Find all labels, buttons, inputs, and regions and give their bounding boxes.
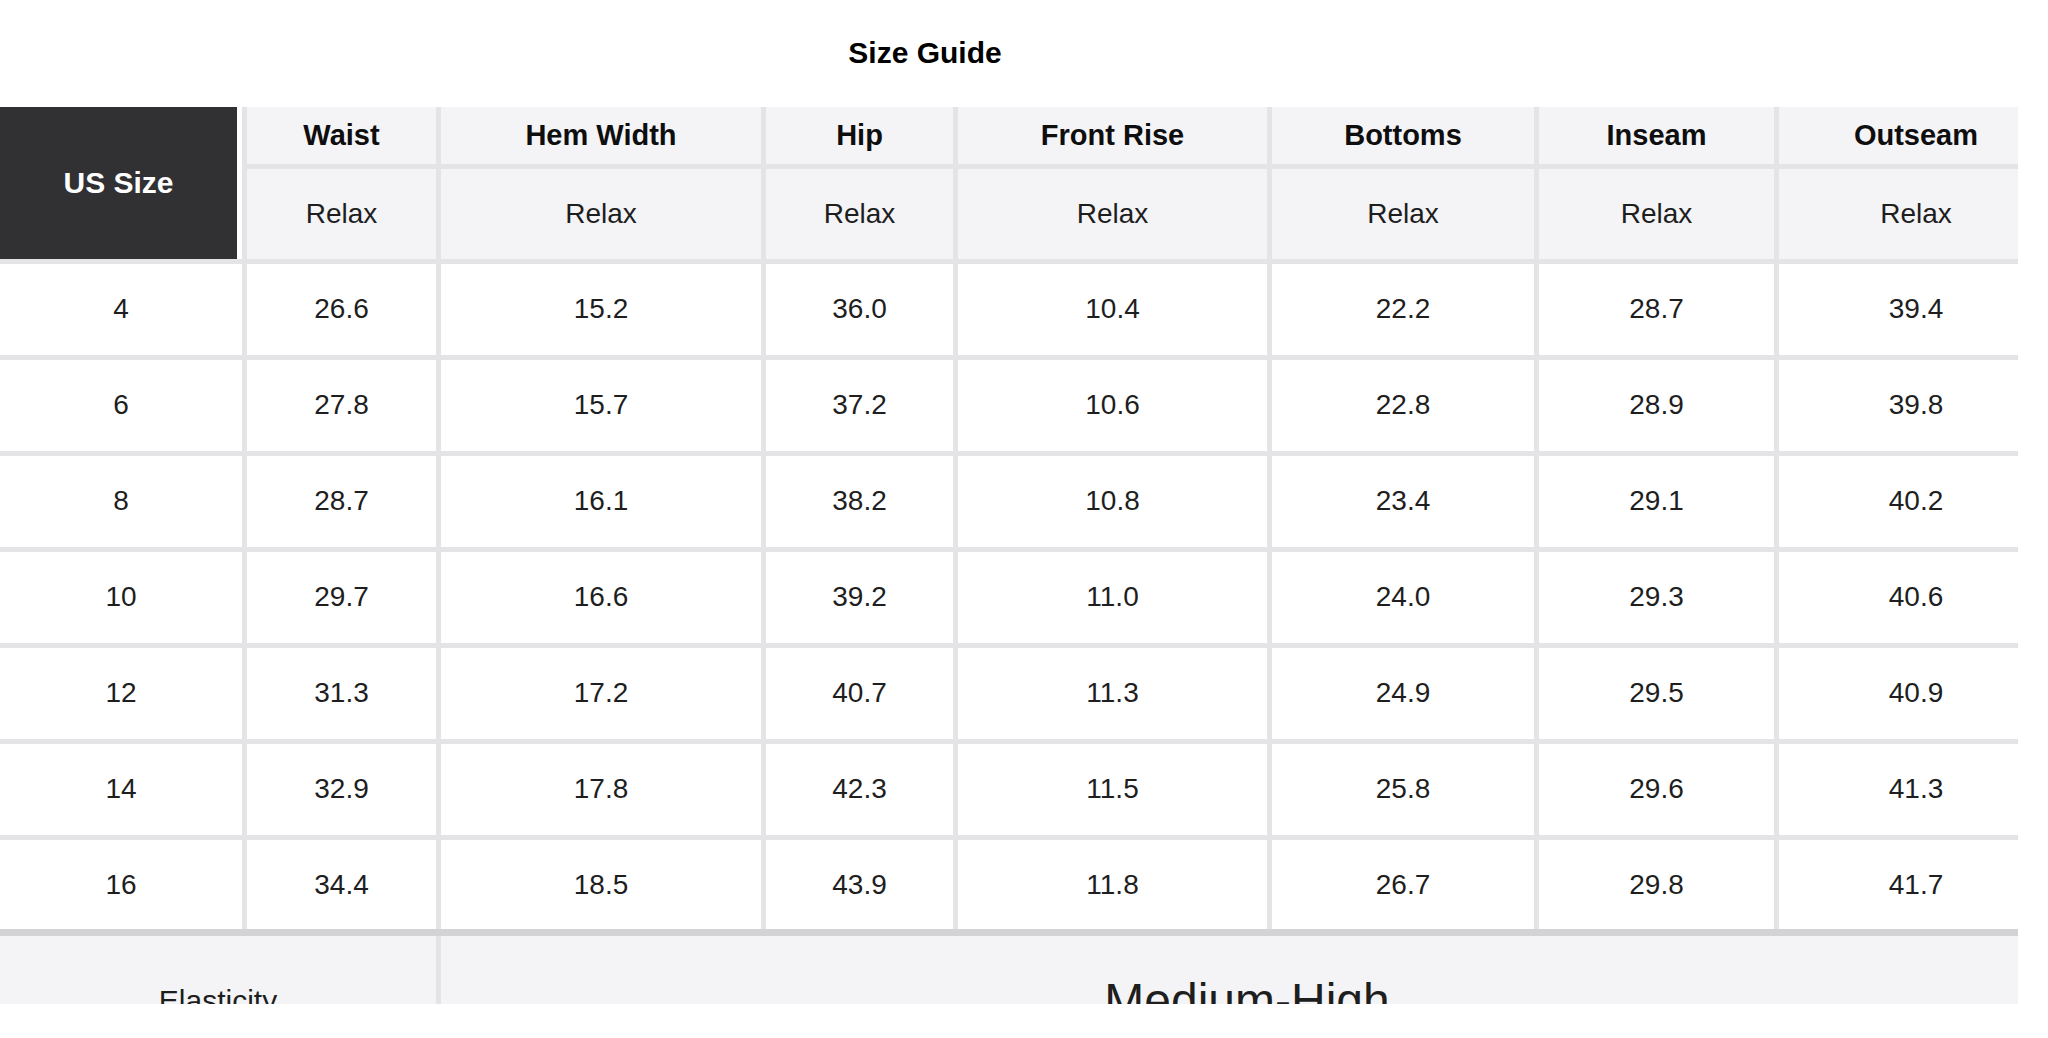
- measurement-cell: 29.7: [247, 552, 436, 643]
- measurement-cell: 29.8: [1539, 840, 1774, 931]
- fit-cell-front-rise: Relax: [958, 169, 1267, 259]
- measurement-cell: 31.3: [247, 648, 436, 739]
- us-size-cell: 12: [0, 648, 242, 739]
- column-header-inseam: Inseam: [1539, 107, 1774, 164]
- us-size-cell: 10: [0, 552, 242, 643]
- footer-separator: [0, 929, 2018, 936]
- measurement-cell: 29.1: [1539, 456, 1774, 547]
- size-guide-page: Size Guide US SizeWaistHem WidthHipFront…: [0, 0, 2048, 1038]
- size-guide-title: Size Guide: [0, 22, 1850, 84]
- fit-cell-outseam: Relax: [1779, 169, 2018, 259]
- measurement-cell: 11.3: [958, 648, 1267, 739]
- measurement-cell: 38.2: [766, 456, 953, 547]
- measurement-cell: 27.8: [247, 360, 436, 451]
- measurement-cell: 23.4: [1272, 456, 1534, 547]
- column-header-outseam: Outseam: [1779, 107, 2018, 164]
- measurement-cell: 10.6: [958, 360, 1267, 451]
- measurement-cell: 40.7: [766, 648, 953, 739]
- measurement-cell: 39.8: [1779, 360, 2018, 451]
- measurement-cell: 28.7: [1539, 264, 1774, 355]
- fit-cell-inseam: Relax: [1539, 169, 1774, 259]
- measurement-cell: 39.2: [766, 552, 953, 643]
- measurement-cell: 10.4: [958, 264, 1267, 355]
- measurement-cell: 16.1: [441, 456, 761, 547]
- measurement-cell: 32.9: [247, 744, 436, 835]
- measurement-cell: 15.2: [441, 264, 761, 355]
- fit-cell-bottoms: Relax: [1272, 169, 1534, 259]
- measurement-cell: 22.8: [1272, 360, 1534, 451]
- measurement-cell: 11.0: [958, 552, 1267, 643]
- elasticity-value: Medium-High: [441, 936, 2018, 1004]
- column-header-waist: Waist: [247, 107, 436, 164]
- measurement-cell: 37.2: [766, 360, 953, 451]
- measurement-cell: 42.3: [766, 744, 953, 835]
- fit-cell-waist: Relax: [247, 169, 436, 259]
- column-header-bottoms: Bottoms: [1272, 107, 1534, 164]
- size-guide-table: US SizeWaistHem WidthHipFront RiseBottom…: [0, 107, 2018, 1004]
- column-header-hem-width: Hem Width: [441, 107, 761, 164]
- column-header-hip: Hip: [766, 107, 953, 164]
- measurement-cell: 17.2: [441, 648, 761, 739]
- measurement-cell: 29.5: [1539, 648, 1774, 739]
- measurement-cell: 39.4: [1779, 264, 2018, 355]
- measurement-cell: 25.8: [1272, 744, 1534, 835]
- measurement-cell: 40.9: [1779, 648, 2018, 739]
- measurement-cell: 28.9: [1539, 360, 1774, 451]
- us-size-corner-header: US Size: [0, 107, 242, 259]
- measurement-cell: 36.0: [766, 264, 953, 355]
- measurement-cell: 11.5: [958, 744, 1267, 835]
- measurement-cell: 29.6: [1539, 744, 1774, 835]
- us-size-cell: 6: [0, 360, 242, 451]
- measurement-cell: 43.9: [766, 840, 953, 931]
- us-size-cell: 4: [0, 264, 242, 355]
- measurement-cell: 22.2: [1272, 264, 1534, 355]
- column-header-front-rise: Front Rise: [958, 107, 1267, 164]
- measurement-cell: 34.4: [247, 840, 436, 931]
- measurement-cell: 26.7: [1272, 840, 1534, 931]
- measurement-cell: 24.0: [1272, 552, 1534, 643]
- measurement-cell: 11.8: [958, 840, 1267, 931]
- measurement-cell: 17.8: [441, 744, 761, 835]
- measurement-cell: 28.7: [247, 456, 436, 547]
- table-viewport: US SizeWaistHem WidthHipFront RiseBottom…: [0, 107, 2018, 1004]
- fit-cell-hem-width: Relax: [441, 169, 761, 259]
- fit-cell-hip: Relax: [766, 169, 953, 259]
- measurement-cell: 10.8: [958, 456, 1267, 547]
- measurement-cell: 18.5: [441, 840, 761, 931]
- us-size-cell: 16: [0, 840, 242, 931]
- measurement-cell: 24.9: [1272, 648, 1534, 739]
- measurement-cell: 29.3: [1539, 552, 1774, 643]
- us-size-cell: 8: [0, 456, 242, 547]
- measurement-cell: 41.7: [1779, 840, 2018, 931]
- measurement-cell: 40.6: [1779, 552, 2018, 643]
- measurement-cell: 16.6: [441, 552, 761, 643]
- measurement-cell: 40.2: [1779, 456, 2018, 547]
- measurement-cell: 26.6: [247, 264, 436, 355]
- measurement-cell: 41.3: [1779, 744, 2018, 835]
- us-size-cell: 14: [0, 744, 242, 835]
- elasticity-label: Elasticity: [0, 936, 436, 1004]
- measurement-cell: 15.7: [441, 360, 761, 451]
